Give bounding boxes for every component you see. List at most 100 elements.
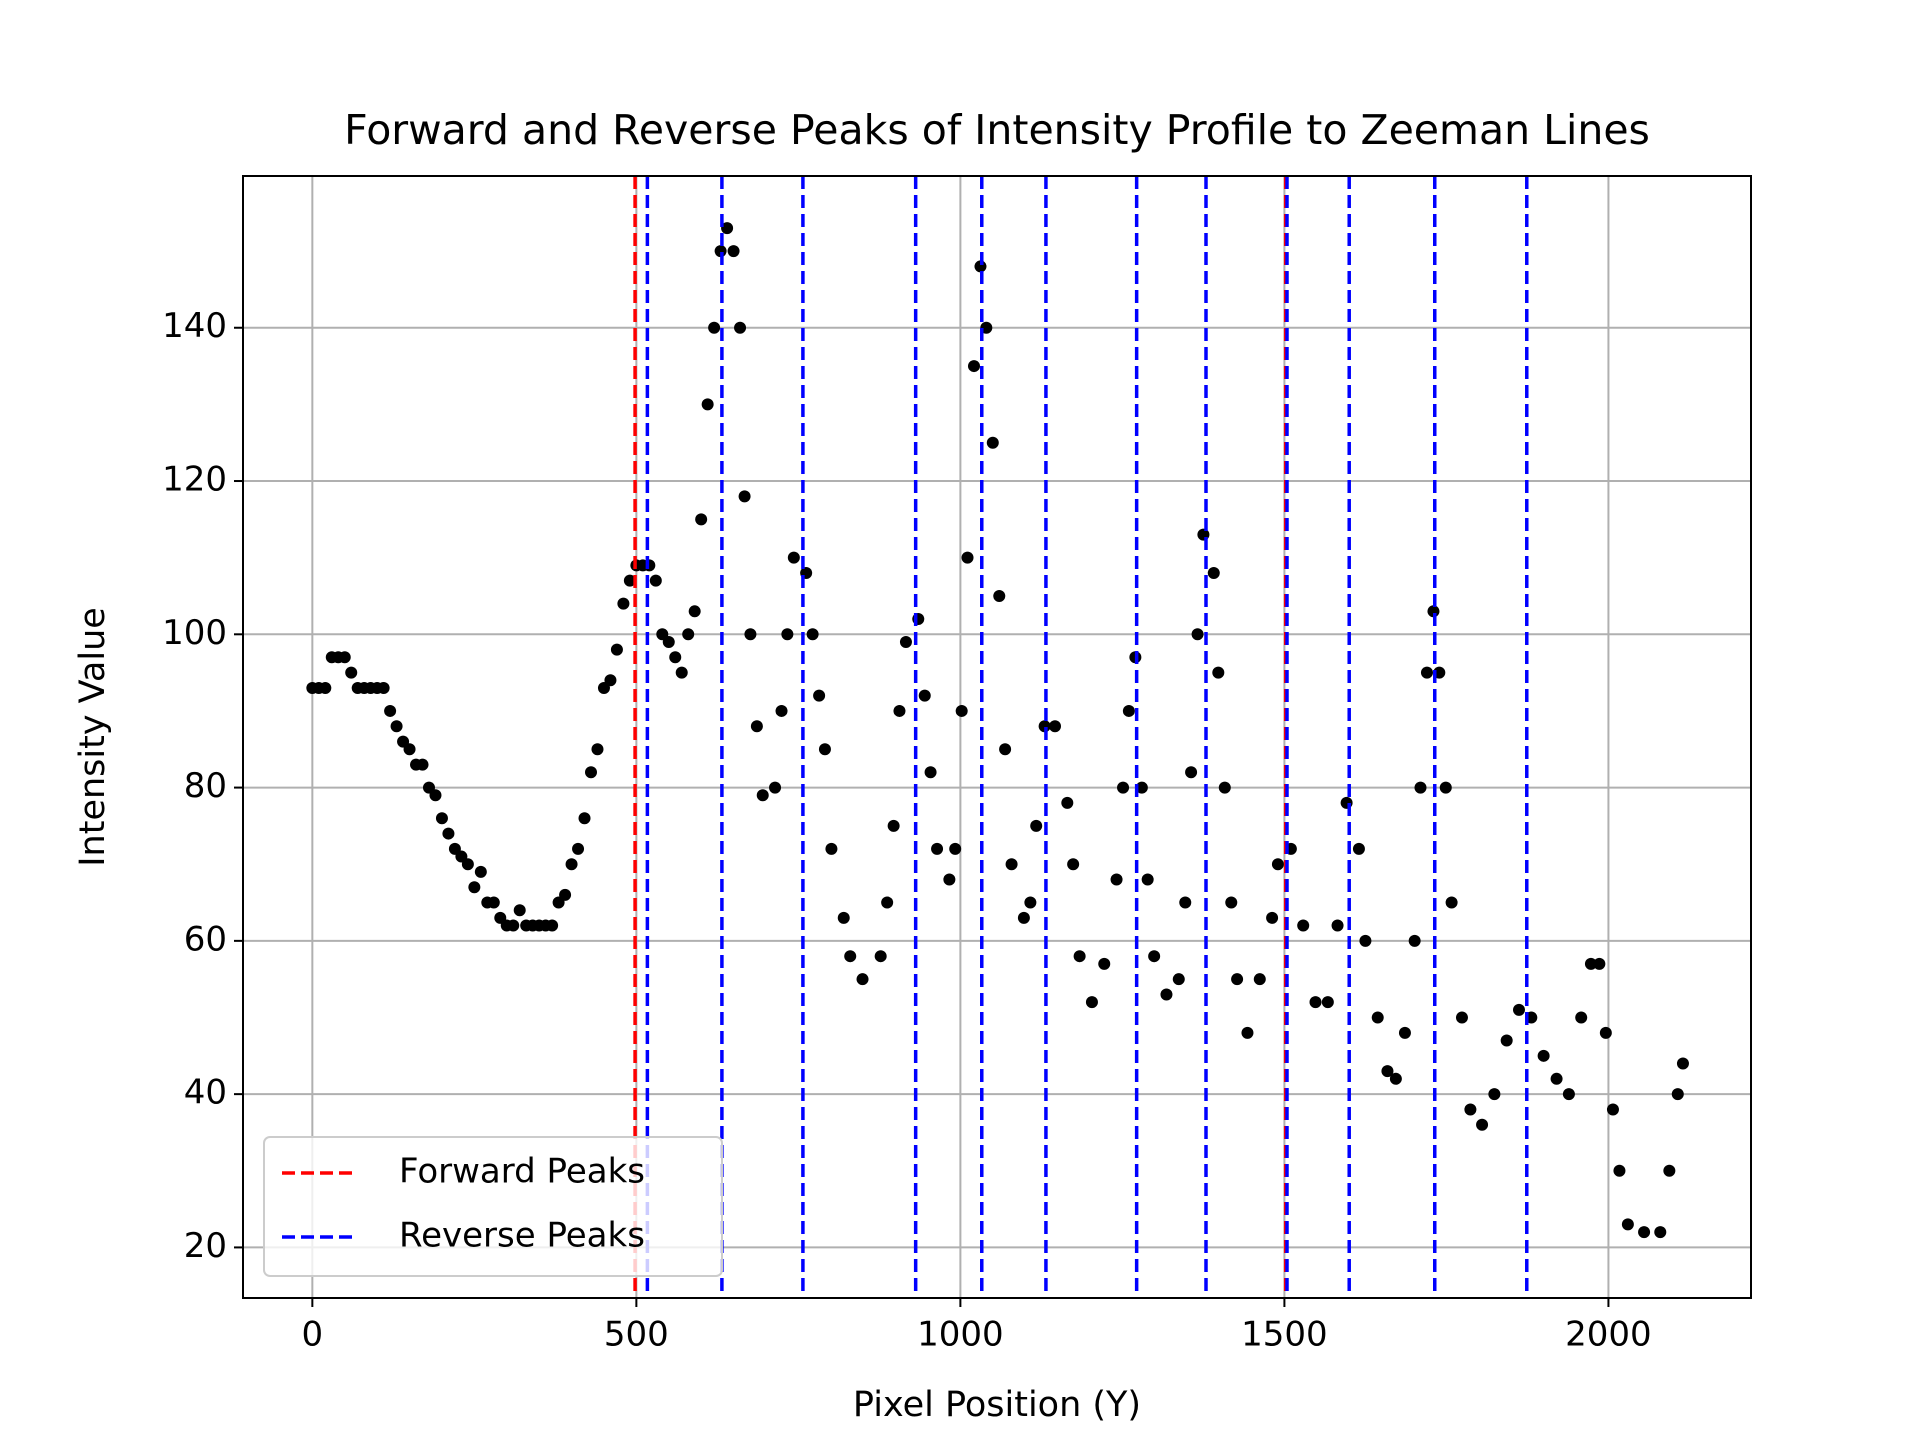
data-point <box>1599 1026 1612 1039</box>
data-point <box>1231 973 1244 986</box>
data-point <box>1513 1003 1525 1016</box>
data-point <box>1671 1088 1684 1101</box>
data-point <box>1185 766 1198 779</box>
data-point <box>585 766 597 779</box>
data-point <box>806 628 819 641</box>
data-point <box>1550 1072 1563 1085</box>
data-point <box>1488 1088 1501 1101</box>
data-point <box>1085 996 1098 1009</box>
data-point <box>468 881 481 894</box>
data-point <box>1408 934 1421 947</box>
data-point <box>1172 973 1185 986</box>
data-point <box>769 781 782 794</box>
data-point <box>1352 842 1365 855</box>
data-point <box>874 950 887 963</box>
data-point <box>1663 1164 1676 1177</box>
data-point <box>1067 858 1080 871</box>
data-point <box>559 888 572 901</box>
data-point <box>403 743 416 756</box>
data-point <box>881 896 894 909</box>
data-point <box>675 666 688 679</box>
data-point <box>1464 1103 1477 1116</box>
data-point <box>1584 957 1597 970</box>
data-point <box>1218 781 1231 794</box>
x-tick-label: 1000 <box>917 1315 1004 1355</box>
data-point <box>1562 1088 1575 1101</box>
data-point <box>695 513 708 526</box>
data-point <box>1098 957 1111 970</box>
data-point <box>787 551 800 564</box>
data-point <box>1654 1226 1667 1239</box>
data-point <box>1414 781 1427 794</box>
data-point <box>887 819 900 832</box>
data-point <box>513 904 526 917</box>
data-point <box>345 666 358 679</box>
data-point <box>669 651 682 664</box>
data-point <box>461 858 474 871</box>
data-point <box>993 589 1006 602</box>
data-point <box>1593 957 1606 970</box>
data-point <box>1122 704 1135 717</box>
data-point <box>924 766 937 779</box>
data-point <box>813 689 826 702</box>
data-point <box>435 812 448 825</box>
x-axis-label: Pixel Position (Y) <box>853 1385 1141 1425</box>
data-point <box>986 436 999 449</box>
data-point <box>649 574 662 587</box>
legend-label: Forward Peaks <box>399 1152 645 1192</box>
data-point <box>1297 919 1310 932</box>
data-point <box>756 789 769 802</box>
data-point <box>384 704 397 717</box>
data-point <box>856 973 869 986</box>
data-point <box>1148 950 1161 963</box>
data-point <box>721 222 734 235</box>
data-point <box>617 597 630 610</box>
data-point <box>1476 1118 1489 1131</box>
data-point <box>1389 1072 1402 1085</box>
y-tick-label: 40 <box>184 1073 227 1113</box>
data-point <box>688 605 701 618</box>
data-point <box>1253 973 1266 986</box>
data-point <box>825 842 838 855</box>
data-point <box>818 743 831 756</box>
data-point <box>949 842 962 855</box>
data-point <box>1420 666 1433 679</box>
y-tick-label: 60 <box>184 919 227 959</box>
data-point <box>967 360 980 373</box>
data-point <box>775 704 788 717</box>
data-point <box>781 628 794 641</box>
y-tick-label: 80 <box>184 766 227 806</box>
data-point <box>1613 1164 1626 1177</box>
x-tick-label: 0 <box>302 1315 324 1355</box>
data-point <box>1359 934 1372 947</box>
y-tick-label: 100 <box>162 613 227 653</box>
y-tick-label: 20 <box>184 1226 227 1266</box>
data-point <box>734 321 747 334</box>
data-point <box>429 789 442 802</box>
data-point <box>565 858 578 871</box>
data-point <box>1017 911 1030 924</box>
data-point <box>1500 1034 1513 1047</box>
x-tick-label: 500 <box>604 1315 669 1355</box>
data-point <box>474 865 487 878</box>
data-point <box>1455 1011 1468 1024</box>
data-point <box>1179 896 1192 909</box>
data-point <box>578 812 591 825</box>
legend-label: Reverse Peaks <box>399 1216 645 1256</box>
data-point <box>1398 1026 1411 1039</box>
data-point <box>591 743 604 756</box>
data-point <box>1061 796 1074 809</box>
data-point <box>738 490 751 503</box>
data-point <box>1073 950 1086 963</box>
data-point <box>1110 873 1123 886</box>
data-point <box>1225 896 1238 909</box>
data-point <box>1207 566 1220 579</box>
plot-frame <box>242 175 1752 1299</box>
data-point <box>918 689 931 702</box>
data-point <box>744 628 757 641</box>
data-point <box>999 743 1012 756</box>
data-point <box>319 681 332 694</box>
chart-title: Forward and Reverse Peaks of Intensity P… <box>344 106 1650 154</box>
data-point <box>701 398 714 411</box>
